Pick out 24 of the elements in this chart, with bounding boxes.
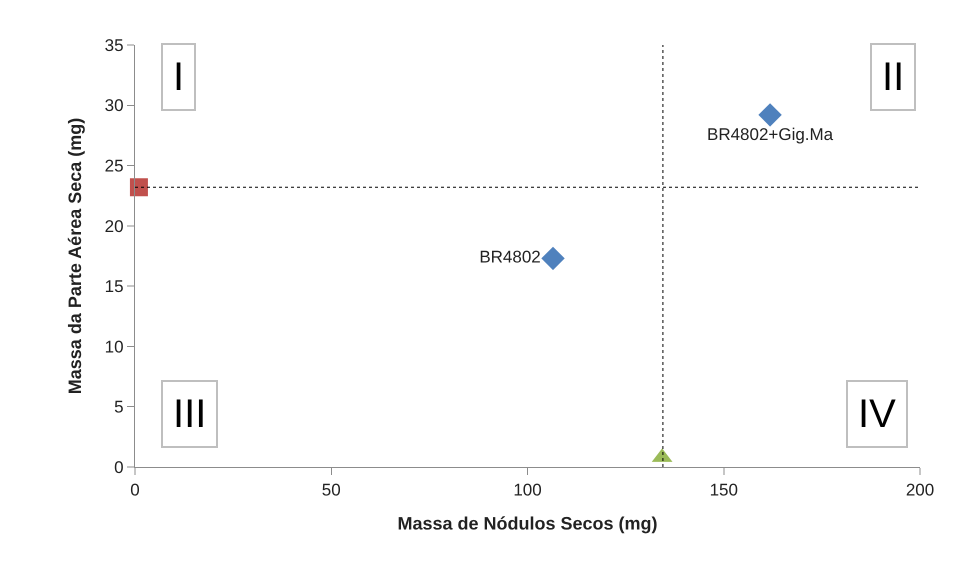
- x-tick-label: 50: [322, 480, 341, 500]
- y-tick-label: 25: [104, 156, 124, 176]
- y-tick-label: 5: [114, 398, 124, 417]
- annotation: I: [173, 55, 184, 99]
- y-tick-label: 10: [104, 337, 124, 356]
- y-axis-title: Massa da Parte Aérea Seca (mg): [64, 118, 85, 394]
- point: [758, 103, 782, 127]
- x-tick-label: 200: [906, 480, 934, 500]
- point: [541, 246, 565, 270]
- point: [130, 178, 148, 196]
- x-tick-label: 150: [710, 480, 738, 500]
- series-label: BR4802: [479, 248, 541, 267]
- x-tick-label: 0: [130, 480, 140, 500]
- y-tick-label: 35: [104, 36, 124, 55]
- y-tick-label: 0: [114, 458, 124, 477]
- y-tick-label: 15: [104, 277, 124, 296]
- series-label: BR4802+Gig.Ma: [706, 124, 834, 144]
- x-axis-title: Massa de Nódulos Secos (mg): [397, 514, 658, 534]
- y-tick-label: 20: [104, 216, 124, 236]
- annotation: III: [173, 392, 206, 436]
- annotation: IV: [858, 392, 896, 436]
- x-tick-label: 100: [513, 480, 542, 500]
- y-tick-label: 30: [104, 96, 124, 116]
- annotation: II: [882, 55, 904, 99]
